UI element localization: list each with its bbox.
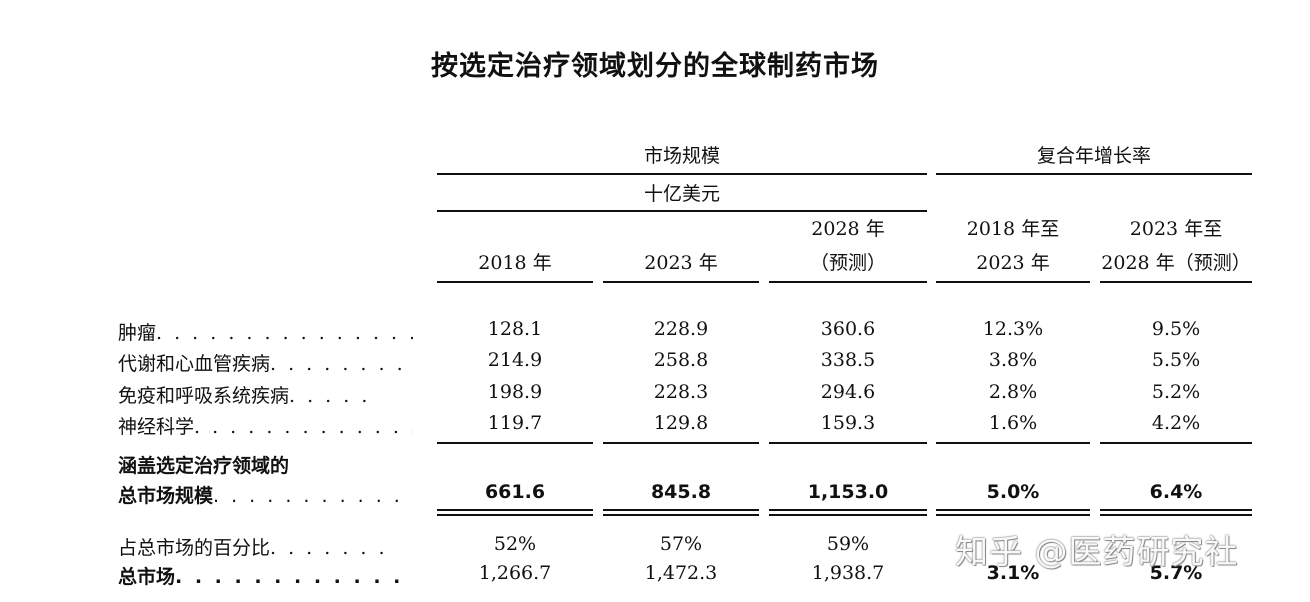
double-rule	[1100, 514, 1252, 516]
table-cell: 9.5%	[1151, 318, 1201, 340]
total-cell: 1,472.3	[644, 562, 718, 584]
subtotal-cell: 1,153.0	[807, 481, 889, 503]
table-cell: 214.9	[487, 349, 543, 371]
watermark: 知乎 @医药研究社	[955, 532, 1239, 571]
double-rule	[437, 509, 593, 511]
leader-dots: . . . . . . . . . . . . . .	[213, 485, 413, 507]
column-header-line: （预测）	[809, 252, 886, 274]
double-rule	[603, 509, 759, 511]
table-cell: 198.9	[487, 381, 543, 403]
column-header: 2018 年至 2023 年	[936, 212, 1090, 280]
leader-dots: . . . . . . .	[270, 537, 388, 559]
row-label: 代谢和心血管疾病. . . . . . . . .	[118, 349, 413, 376]
column-header-line: 2018 年至	[966, 218, 1060, 240]
double-rule	[603, 514, 759, 516]
row-label-text: 肿瘤	[118, 322, 157, 344]
double-rule	[1100, 509, 1252, 511]
table-cell: 128.1	[487, 318, 543, 340]
row-label: 肿瘤. . . . . . . . . . . . . . . . . . . …	[118, 318, 413, 345]
column-header: 2023 年	[603, 212, 759, 280]
total-cell: 5.7%	[1149, 562, 1203, 584]
row-label-text: 总市场规模	[118, 485, 214, 507]
column-header-line: 2023 年	[976, 252, 1050, 274]
subtotal-label: 总市场规模. . . . . . . . . . . . . .	[118, 481, 413, 508]
column-header: 2023 年至 2028 年（预测）	[1100, 212, 1252, 280]
table-cell: 228.3	[653, 381, 709, 403]
leader-dots: . . . . . . . . . . . . . . .	[194, 416, 413, 438]
table-cell: 258.8	[653, 349, 709, 371]
row-label-text: 总市场	[118, 566, 176, 588]
page-title: 按选定治疗领域划分的全球制药市场	[431, 51, 879, 82]
table-cell: 159.3	[820, 412, 876, 434]
leader-dots: . . . . .	[289, 385, 371, 407]
leader-dots: . . . . . . . . . . . . . . . . . . . .	[175, 566, 413, 588]
table-cell: 3.8%	[988, 349, 1038, 371]
table-cell: 119.7	[487, 412, 543, 434]
subtotal-cell: 661.6	[484, 481, 546, 503]
unit-label: 十亿美元	[643, 183, 720, 205]
column-rule	[437, 281, 593, 283]
table-cell: 5.5%	[1151, 349, 1201, 371]
double-rule	[769, 509, 927, 511]
row-rule	[936, 442, 1090, 444]
row-rule	[603, 442, 759, 444]
column-header-line: 2028 年（预测）	[1101, 252, 1251, 274]
subtotal-cell: 6.4%	[1149, 481, 1203, 503]
table-cell: 4.2%	[1151, 412, 1201, 434]
row-label-text: 代谢和心血管疾病	[118, 353, 271, 375]
table-cell: 129.8	[653, 412, 709, 434]
total-cell: 1,266.7	[478, 562, 552, 584]
table-cell: 360.6	[820, 318, 876, 340]
subtotal-cell: 5.0%	[986, 481, 1040, 503]
column-rule	[1100, 281, 1252, 283]
table-cell: 294.6	[820, 381, 876, 403]
column-header-line: 2023 年	[644, 252, 718, 274]
table-cell: 228.9	[653, 318, 709, 340]
unit-rule	[437, 210, 927, 212]
table-cell: 2.8%	[988, 381, 1038, 403]
subtotal-label-line1: 涵盖选定治疗领域的	[118, 455, 290, 477]
cagr-header: 复合年增长率	[1036, 145, 1151, 167]
table-cell: 338.5	[820, 349, 876, 371]
row-label: 免疫和呼吸系统疾病. . . . .	[118, 381, 413, 408]
column-header-line: 2023 年至	[1129, 218, 1223, 240]
column-header-line: 2028 年	[811, 218, 885, 240]
row-label: 神经科学. . . . . . . . . . . . . . .	[118, 412, 413, 439]
total-cell: 3.1%	[986, 562, 1040, 584]
row-rule	[437, 442, 593, 444]
column-rule	[769, 281, 927, 283]
share-label: 占总市场的百分比. . . . . . .	[118, 533, 413, 560]
table-cell: 12.3%	[982, 318, 1044, 340]
header-rule	[437, 173, 927, 175]
column-header-line	[437, 212, 593, 246]
subtotal-cell: 845.8	[650, 481, 712, 503]
column-rule	[936, 281, 1090, 283]
double-rule	[936, 514, 1090, 516]
market-size-header: 市场规模	[643, 145, 720, 167]
column-rule	[603, 281, 759, 283]
double-rule	[936, 509, 1090, 511]
double-rule	[769, 514, 927, 516]
row-label-text: 神经科学	[118, 416, 195, 438]
leader-dots: . . . . . . . . .	[270, 353, 413, 375]
header-rule	[936, 173, 1252, 175]
table-cell: 1.6%	[988, 412, 1038, 434]
share-cell: 52%	[493, 533, 537, 555]
column-header-line: 2018 年	[478, 252, 552, 274]
leader-dots: . . . . . . . . . . . . . . . . . . . .	[156, 322, 413, 344]
row-rule	[1100, 442, 1252, 444]
column-header: 2028 年 （预测）	[769, 212, 927, 280]
row-label-text: 免疫和呼吸系统疾病	[118, 385, 290, 407]
column-header-line	[603, 212, 759, 246]
total-label: 总市场. . . . . . . . . . . . . . . . . . .…	[118, 562, 413, 589]
row-label-text: 占总市场的百分比	[118, 537, 271, 559]
table-cell: 5.2%	[1151, 381, 1201, 403]
share-cell: 57%	[659, 533, 703, 555]
column-header: 2018 年	[437, 212, 593, 280]
total-cell: 1,938.7	[811, 562, 885, 584]
row-rule	[769, 442, 927, 444]
double-rule	[437, 514, 593, 516]
share-cell: 59%	[826, 533, 870, 555]
